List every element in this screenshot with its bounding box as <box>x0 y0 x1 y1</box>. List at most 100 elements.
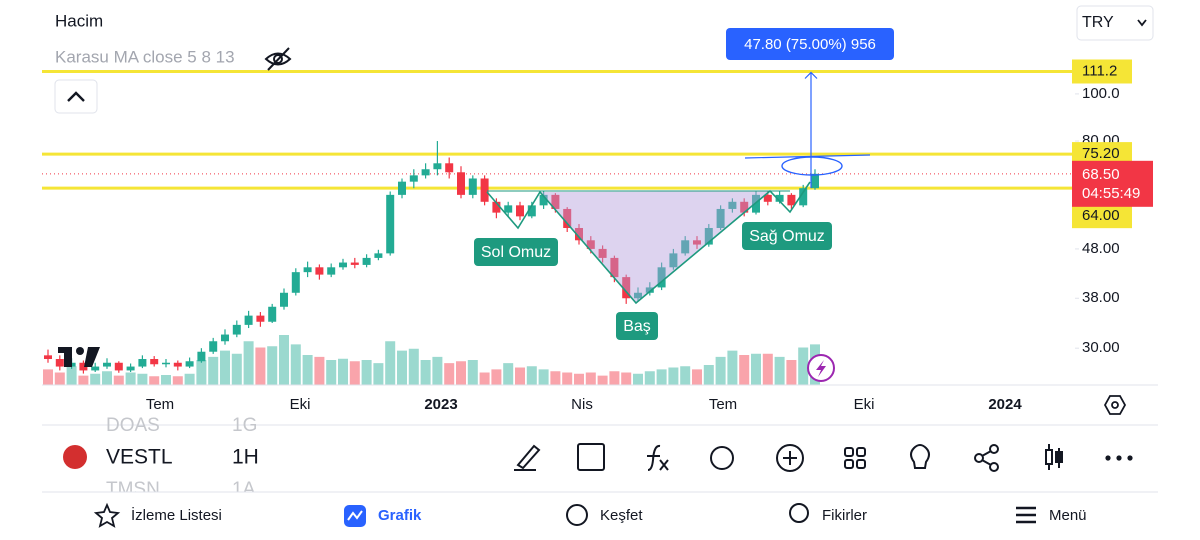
candle-body <box>763 194 772 202</box>
volume-bar <box>220 350 230 385</box>
volume-bar <box>467 360 478 385</box>
watchlist-icon <box>93 502 121 528</box>
candle-body <box>598 248 607 258</box>
countdown: 04:55:49 <box>1082 185 1140 202</box>
x-tick-label: 2024 <box>988 396 1022 413</box>
candle-body <box>185 361 194 367</box>
candle-body <box>374 253 383 258</box>
volume-bar <box>609 371 620 385</box>
volume-bar <box>255 347 266 385</box>
symbol[interactable]: VESTL <box>106 446 173 469</box>
candle-body <box>799 188 808 206</box>
volume-bar <box>361 360 372 385</box>
candle-body <box>457 172 465 195</box>
nav-item[interactable]: Menü <box>1049 507 1087 524</box>
volume-bar <box>302 355 313 385</box>
last-price-box <box>1072 160 1153 207</box>
ma-label: Karasu MA close 5 8 13 <box>55 47 235 66</box>
indicator-name: Hacim <box>55 11 103 30</box>
indicator-tool[interactable] <box>647 444 669 471</box>
candle-body <box>327 267 336 275</box>
candle-body <box>91 366 100 371</box>
candle-body <box>114 362 123 371</box>
dropdown-icon <box>1137 19 1147 27</box>
measure-arrow <box>804 71 818 79</box>
volume-bar <box>597 375 608 385</box>
settings-icon[interactable] <box>1103 395 1127 415</box>
tool-icons <box>514 443 1063 472</box>
volume-bar <box>786 360 797 385</box>
level-label: 75.20 <box>1082 145 1120 162</box>
volume-bar <box>644 371 655 385</box>
candle-body <box>669 253 678 268</box>
candle-body <box>138 359 147 367</box>
candle-body <box>610 257 619 278</box>
volume-bar <box>692 369 702 385</box>
volume-bar <box>621 372 632 385</box>
interval[interactable]: 1H <box>232 446 259 469</box>
measure-label: 47.80 (75.00%) 956 <box>744 36 876 53</box>
layout-tool[interactable] <box>844 447 854 457</box>
ideas-tool[interactable] <box>910 444 930 469</box>
volume-bar <box>432 356 443 385</box>
volume-bar <box>550 371 561 385</box>
hide-icon[interactable] <box>264 47 292 71</box>
chart-icon-line <box>347 510 363 521</box>
volume-bar <box>479 372 490 385</box>
candle-body <box>303 267 312 273</box>
more-icon[interactable] <box>1105 455 1133 461</box>
y-tick-label: 30.00 <box>1082 339 1120 356</box>
collapse-button[interactable] <box>54 79 98 114</box>
candle-body <box>787 194 796 206</box>
symbol-logo <box>63 445 87 469</box>
x-tick-label: Nis <box>571 396 593 413</box>
volume-bar <box>491 369 502 385</box>
candle-body <box>362 257 371 265</box>
volume-bar <box>774 356 785 385</box>
share-tool[interactable] <box>974 453 984 463</box>
volume-bar <box>739 355 750 385</box>
annotation-box <box>616 312 658 340</box>
volume-bar <box>102 371 112 385</box>
candle-body <box>445 163 454 173</box>
nav-item[interactable]: Fikirler <box>822 507 867 524</box>
volume-bar <box>43 369 53 385</box>
volume-bar <box>231 353 242 385</box>
notes-tool[interactable] <box>577 443 605 471</box>
annotation-box <box>474 238 558 266</box>
draw-tool[interactable] <box>514 444 541 471</box>
volume-bar <box>397 350 407 385</box>
tv-logo <box>58 347 100 367</box>
candle-body <box>79 362 88 371</box>
candle-body <box>575 227 583 241</box>
settings-dot <box>1111 401 1119 409</box>
volume-bar <box>574 373 584 385</box>
volume-bar <box>727 350 738 385</box>
x-tick-label: Tem <box>709 396 737 413</box>
volume-bar <box>196 360 207 385</box>
candle-body <box>563 208 572 228</box>
candle-body <box>409 175 418 182</box>
volume-bar <box>526 366 537 385</box>
candle-body <box>386 194 395 254</box>
nav-item[interactable]: Keşfet <box>600 507 643 524</box>
nav-item[interactable]: İzleme Listesi <box>131 506 222 524</box>
candle-body <box>244 315 253 325</box>
volume-bar <box>149 376 160 385</box>
symbol-prev[interactable]: DOAS <box>106 415 160 436</box>
currency-select[interactable] <box>1076 5 1154 41</box>
candle-body <box>480 178 489 202</box>
volume-bar <box>408 348 419 385</box>
volume-bar <box>538 369 549 385</box>
candle-body <box>516 205 524 217</box>
nav-item[interactable]: Grafik <box>378 507 422 524</box>
alert-tool[interactable] <box>710 446 734 470</box>
head-area <box>540 191 770 303</box>
interval-prev: 1G <box>232 415 257 436</box>
annotation-box <box>742 222 832 250</box>
volume-bar <box>184 373 195 385</box>
candle-body <box>704 227 713 245</box>
add-tool[interactable] <box>776 444 804 472</box>
volume-bar <box>656 369 667 385</box>
